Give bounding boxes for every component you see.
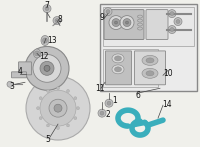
Circle shape [66, 124, 70, 127]
Text: 1: 1 [113, 96, 117, 105]
Text: 2: 2 [106, 110, 110, 119]
Circle shape [168, 10, 176, 18]
Ellipse shape [138, 19, 142, 22]
Circle shape [40, 90, 76, 126]
Ellipse shape [114, 67, 122, 72]
Circle shape [35, 51, 40, 56]
Circle shape [25, 46, 69, 90]
Circle shape [170, 12, 174, 16]
FancyBboxPatch shape [134, 51, 166, 85]
Circle shape [120, 16, 134, 30]
Circle shape [74, 97, 77, 100]
Ellipse shape [146, 58, 154, 63]
Circle shape [105, 99, 113, 107]
FancyBboxPatch shape [100, 4, 197, 91]
Text: 14: 14 [162, 100, 172, 109]
FancyBboxPatch shape [103, 7, 194, 46]
Ellipse shape [114, 56, 122, 61]
Circle shape [107, 101, 111, 105]
Circle shape [39, 97, 42, 100]
Circle shape [104, 8, 112, 16]
Circle shape [109, 16, 123, 30]
Text: 5: 5 [46, 135, 50, 143]
Circle shape [45, 7, 49, 11]
FancyBboxPatch shape [106, 51, 132, 85]
Circle shape [112, 19, 120, 27]
Text: 11: 11 [95, 84, 105, 93]
Ellipse shape [138, 23, 142, 26]
Text: 6: 6 [136, 91, 140, 100]
Circle shape [168, 26, 176, 34]
Circle shape [174, 18, 182, 26]
Circle shape [114, 21, 118, 24]
Ellipse shape [41, 35, 49, 45]
Circle shape [56, 87, 60, 90]
Circle shape [176, 20, 180, 24]
Circle shape [100, 111, 104, 115]
Text: 9: 9 [100, 13, 104, 22]
Circle shape [76, 107, 80, 110]
Circle shape [55, 19, 59, 22]
Circle shape [43, 5, 51, 13]
Text: 13: 13 [47, 36, 57, 45]
Ellipse shape [146, 71, 154, 76]
Ellipse shape [142, 68, 158, 78]
Ellipse shape [142, 55, 158, 65]
Circle shape [54, 104, 62, 112]
Circle shape [53, 17, 61, 25]
Ellipse shape [34, 49, 40, 58]
Text: 7: 7 [45, 1, 49, 10]
Text: 4: 4 [18, 67, 22, 76]
Circle shape [42, 38, 48, 43]
Circle shape [57, 127, 60, 130]
Ellipse shape [138, 15, 142, 18]
Circle shape [66, 89, 69, 92]
Circle shape [26, 76, 90, 140]
Circle shape [49, 99, 67, 117]
Circle shape [33, 54, 61, 82]
Circle shape [46, 124, 50, 127]
FancyBboxPatch shape [146, 10, 168, 40]
Circle shape [106, 10, 110, 14]
Circle shape [44, 65, 50, 71]
Circle shape [40, 61, 54, 75]
Circle shape [39, 117, 42, 120]
Text: 8: 8 [58, 15, 62, 24]
Ellipse shape [112, 54, 124, 63]
Text: 12: 12 [39, 52, 49, 61]
Circle shape [46, 89, 50, 92]
Text: 10: 10 [163, 69, 173, 78]
Ellipse shape [112, 65, 124, 74]
Ellipse shape [138, 27, 142, 30]
Circle shape [98, 109, 106, 117]
Circle shape [126, 21, 128, 24]
Circle shape [170, 27, 174, 31]
FancyBboxPatch shape [12, 72, 26, 78]
FancyBboxPatch shape [18, 62, 32, 75]
Circle shape [36, 107, 40, 110]
Circle shape [74, 117, 77, 120]
Circle shape [7, 81, 13, 87]
FancyBboxPatch shape [103, 49, 158, 87]
Text: 3: 3 [10, 82, 14, 91]
FancyBboxPatch shape [104, 10, 144, 40]
Circle shape [123, 19, 131, 27]
